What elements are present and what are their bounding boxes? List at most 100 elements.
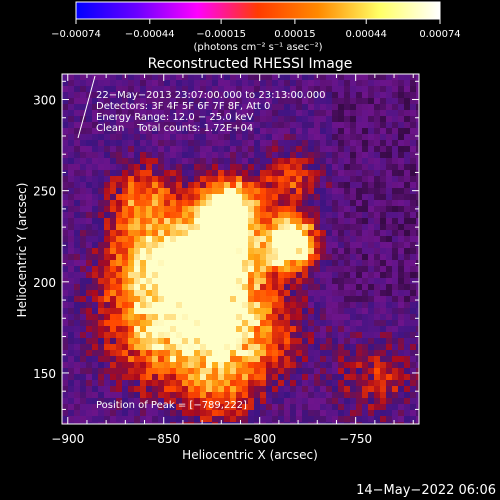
- heatmap-cell: [344, 122, 351, 129]
- heatmap-cell: [80, 422, 87, 424]
- heatmap-cell: [290, 224, 297, 231]
- heatmap-cell: [62, 308, 69, 315]
- heatmap-cell: [362, 344, 369, 351]
- heatmap-cell: [290, 110, 297, 117]
- heatmap-cell: [134, 374, 141, 381]
- heatmap-cell: [350, 362, 357, 369]
- heatmap-cell: [308, 242, 315, 249]
- heatmap-cell: [122, 308, 129, 315]
- heatmap-cell: [248, 398, 255, 405]
- heatmap-cell: [374, 266, 381, 273]
- heatmap-cell: [152, 350, 159, 357]
- heatmap-cell: [122, 302, 129, 309]
- heatmap-cell: [356, 242, 363, 249]
- heatmap-cell: [356, 200, 363, 207]
- heatmap-cell: [386, 188, 393, 195]
- heatmap-cell: [122, 392, 129, 399]
- heatmap-cell: [374, 236, 381, 243]
- heatmap-cell: [188, 164, 195, 171]
- heatmap-cell: [404, 230, 411, 237]
- heatmap-cell: [200, 278, 207, 285]
- heatmap-cell: [386, 74, 393, 81]
- heatmap-cell: [134, 308, 141, 315]
- heatmap-cell: [356, 290, 363, 297]
- heatmap-cell: [74, 74, 81, 81]
- heatmap-cell: [98, 182, 105, 189]
- heatmap-cell: [98, 116, 105, 123]
- heatmap-cell: [392, 116, 399, 123]
- heatmap-cell: [74, 176, 81, 183]
- heatmap-cell: [302, 422, 309, 424]
- heatmap-cell: [302, 332, 309, 339]
- heatmap-cell: [182, 260, 189, 267]
- heatmap-cell: [398, 356, 405, 363]
- heatmap-cell: [170, 92, 177, 99]
- heatmap-cell: [116, 188, 123, 195]
- heatmap-cell: [140, 152, 147, 159]
- heatmap-cell: [362, 116, 369, 123]
- heatmap-cell: [110, 278, 117, 285]
- heatmap-cell: [206, 314, 213, 321]
- heatmap-cell: [236, 308, 243, 315]
- heatmap-cell: [128, 122, 135, 129]
- heatmap-cell: [410, 260, 417, 267]
- heatmap-cell: [338, 134, 345, 141]
- heatmap-cell: [416, 176, 419, 183]
- heatmap-cell: [92, 158, 99, 165]
- heatmap-cell: [86, 314, 93, 321]
- heatmap-cell: [146, 230, 153, 237]
- heatmap-cell: [278, 350, 285, 357]
- heatmap-cell: [116, 206, 123, 213]
- heatmap-cell: [134, 416, 141, 423]
- heatmap-cell: [356, 188, 363, 195]
- heatmap-cell: [104, 236, 111, 243]
- heatmap-cell: [122, 368, 129, 375]
- heatmap-cell: [104, 134, 111, 141]
- heatmap-cell: [86, 248, 93, 255]
- heatmap-cell: [344, 326, 351, 333]
- heatmap-cell: [380, 392, 387, 399]
- heatmap-cell: [206, 296, 213, 303]
- heatmap-cell: [128, 410, 135, 417]
- heatmap-cell: [68, 164, 75, 171]
- heatmap-cell: [308, 218, 315, 225]
- heatmap-cell: [224, 98, 231, 105]
- heatmap-cell: [230, 158, 237, 165]
- x-tick-label: −800: [243, 432, 276, 446]
- heatmap-cell: [278, 416, 285, 423]
- heatmap-cell: [128, 368, 135, 375]
- heatmap-cell: [326, 170, 333, 177]
- heatmap-cell: [230, 200, 237, 207]
- heatmap-cell: [194, 272, 201, 279]
- heatmap-cell: [398, 236, 405, 243]
- heatmap-cell: [302, 344, 309, 351]
- heatmap-cell: [308, 176, 315, 183]
- heatmap-cell: [356, 356, 363, 363]
- heatmap-cell: [80, 278, 87, 285]
- heatmap-cell: [80, 260, 87, 267]
- heatmap-cell: [74, 368, 81, 375]
- heatmap-cell: [68, 410, 75, 417]
- x-tick-label: −900: [51, 432, 84, 446]
- heatmap-cell: [98, 248, 105, 255]
- heatmap-cell: [278, 212, 285, 219]
- heatmap-cell: [80, 266, 87, 273]
- heatmap-cell: [302, 164, 309, 171]
- heatmap-cell: [158, 218, 165, 225]
- heatmap-cell: [230, 332, 237, 339]
- heatmap-cell: [350, 92, 357, 99]
- heatmap-cell: [254, 206, 261, 213]
- heatmap-cell: [284, 224, 291, 231]
- heatmap-cell: [92, 278, 99, 285]
- heatmap-cell: [398, 308, 405, 315]
- heatmap-cell: [116, 98, 123, 105]
- heatmap-cell: [296, 74, 303, 81]
- heatmap-cell: [326, 272, 333, 279]
- heatmap-cell: [338, 422, 345, 424]
- heatmap-cell: [362, 398, 369, 405]
- heatmap-cell: [332, 164, 339, 171]
- heatmap-cell: [290, 116, 297, 123]
- heatmap-cell: [218, 368, 225, 375]
- info-peak: Position of Peak = [−789,222]: [96, 400, 247, 411]
- heatmap-cell: [368, 344, 375, 351]
